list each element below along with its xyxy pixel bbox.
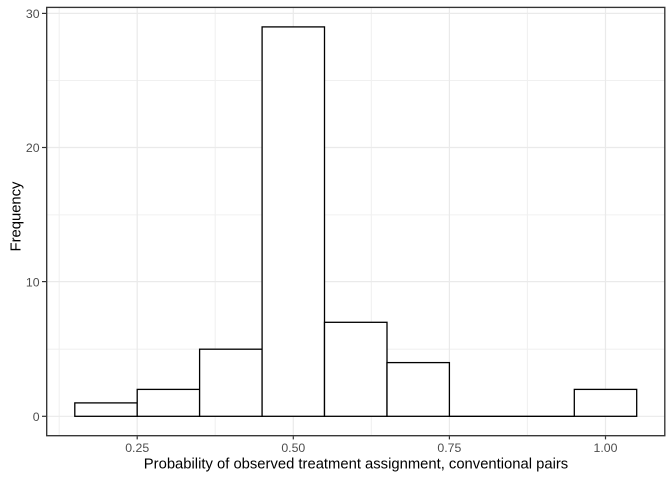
svg-text:10: 10 — [26, 275, 40, 289]
svg-text:0.75: 0.75 — [437, 441, 461, 455]
svg-text:30: 30 — [26, 7, 40, 21]
svg-text:Frequency: Frequency — [8, 181, 24, 252]
svg-text:1.00: 1.00 — [594, 441, 618, 455]
svg-text:0.50: 0.50 — [281, 441, 305, 455]
svg-text:20: 20 — [26, 141, 40, 155]
svg-text:0.25: 0.25 — [125, 441, 149, 455]
svg-text:0: 0 — [33, 410, 40, 424]
svg-text:Probability of observed treatm: Probability of observed treatment assign… — [144, 457, 568, 473]
